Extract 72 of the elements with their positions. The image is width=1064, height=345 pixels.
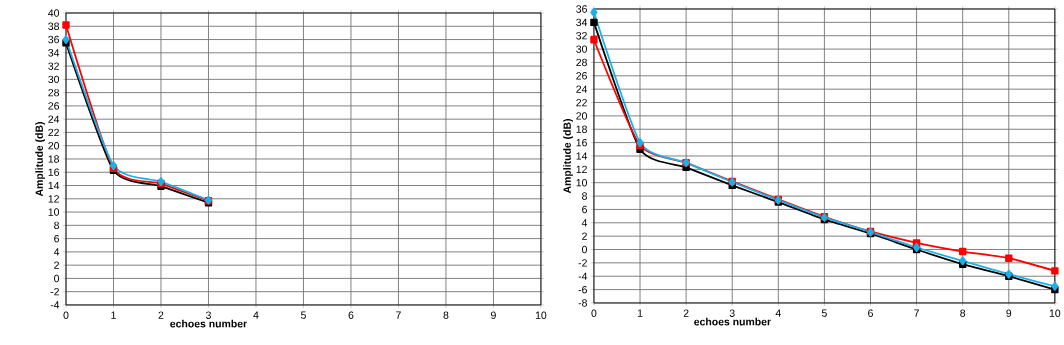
x-axis-title: echoes number [694,317,771,326]
x-tick-label: 1 [637,309,643,317]
y-tick-label: -4 [578,272,588,280]
x-tick-label: 2 [683,309,689,317]
x-tick-label: 4 [253,311,259,319]
y-tick-label: 30 [48,75,60,84]
x-tick-label: 10 [535,311,547,319]
y-tick-label: 10 [576,179,587,187]
y-tick-label: 38 [48,22,60,30]
y-tick-label: 4 [53,248,60,256]
y-axis-title: Amplitude (dB) [563,119,573,194]
y-tick-label: 16 [576,138,587,147]
y-tick-label: 20 [48,142,60,150]
x-tick-label: 10 [1049,309,1061,317]
x-tick-label: 6 [868,309,873,317]
x-tick-label: 3 [205,311,211,319]
y-tick-label: 6 [54,234,60,243]
y-tick-label: 12 [48,195,59,203]
x-tick-label: 7 [914,309,919,317]
y-tick-label: 12 [576,165,587,174]
y-tick-label: -2 [578,259,587,267]
y-tick-label: 2 [54,261,59,269]
y-tick-label: -8 [578,299,587,307]
y-tick-label: 20 [576,112,587,120]
y-tick-label: 0 [582,245,587,254]
x-tick-label: 8 [443,311,449,319]
y-tick-label: 18 [576,125,587,133]
y-tick-label: 24 [576,85,588,93]
x-axis-title: echoes number [170,319,247,328]
y-tick-label: 34 [48,49,60,57]
x-tick-label: 9 [491,311,496,319]
y-tick-label: 14 [48,181,60,190]
y-tick-label: -2 [50,288,59,296]
y-tick-label: 30 [576,45,587,53]
y-tick-label: 32 [576,32,587,40]
y-tick-label: 0 [54,274,60,283]
y-tick-label: 8 [54,221,60,230]
y-tick-label: 16 [48,168,60,176]
x-tick-label: 3 [729,309,735,317]
y-tick-label: 4 [581,219,588,227]
x-tick-label: 7 [396,311,401,319]
x-tick-label: 4 [775,309,781,317]
y-tick-label: 32 [48,62,59,70]
y-tick-label: 40 [48,9,60,17]
y-tick-label: 36 [576,5,587,13]
y-tick-label: 36 [48,35,60,44]
x-tick-label: 6 [348,311,354,319]
y-tick-label: 2 [582,232,587,240]
y-tick-label: 10 [48,208,60,216]
x-tick-label: 1 [111,311,116,319]
y-tick-label: 22 [576,98,587,107]
y-axis-title: Amplitude (dB) [35,122,45,197]
x-tick-label: 2 [158,311,164,319]
y-tick-label: 26 [576,72,587,80]
x-tick-label: 0 [63,311,69,319]
x-tick-label: 5 [821,309,827,317]
y-tick-label: 8 [582,192,587,200]
y-tick-label: 24 [48,115,60,123]
y-tick-label: 22 [48,128,59,137]
x-tick-label: 9 [1006,309,1012,317]
y-tick-label: 6 [582,205,587,214]
x-tick-label: 5 [300,311,306,319]
y-tick-label: 28 [48,88,60,97]
y-tick-label: 26 [48,102,60,110]
y-tick-label: -6 [578,285,587,294]
y-tick-label: 34 [576,18,588,27]
y-tick-label: -4 [50,301,60,309]
y-tick-label: 28 [576,58,587,67]
y-tick-label: 18 [48,155,60,163]
x-tick-label: 0 [591,309,597,317]
x-tick-label: 8 [960,309,966,317]
y-tick-label: 14 [576,152,588,160]
